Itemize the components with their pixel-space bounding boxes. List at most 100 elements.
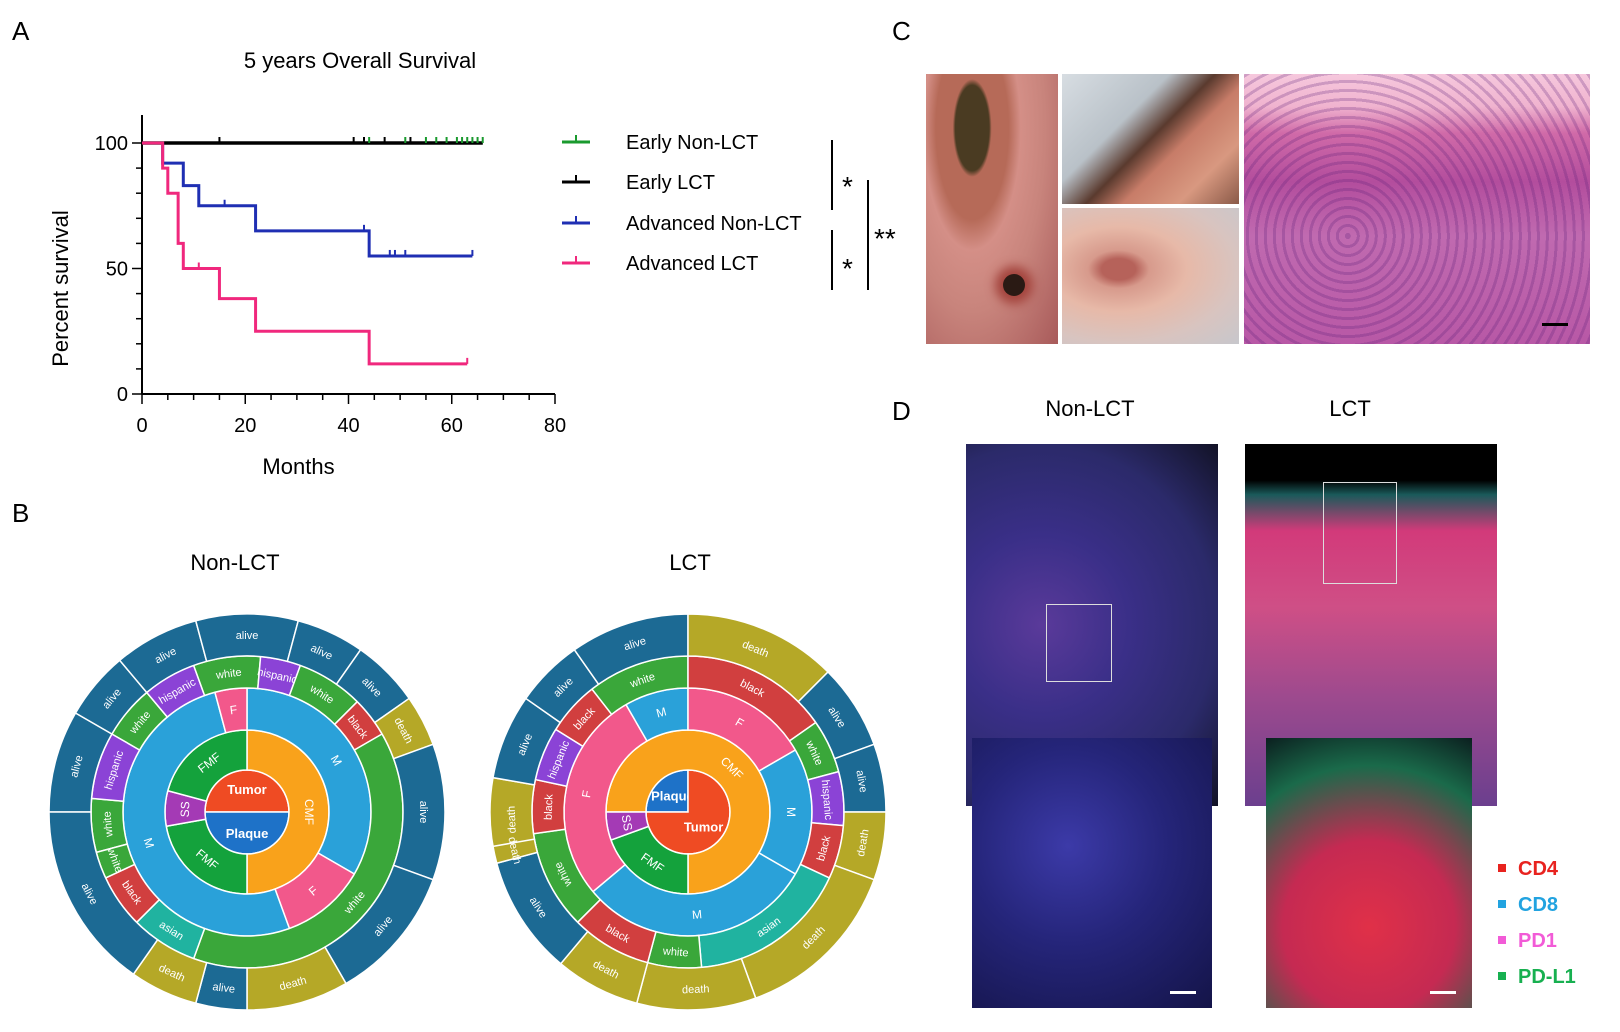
scale-bar [1170, 991, 1196, 994]
sig-star-2: * [842, 253, 853, 284]
x-tick-label: 0 [136, 415, 147, 437]
svg-text:death: death [506, 806, 519, 834]
svg-text:F: F [229, 702, 238, 717]
panel-label-c: C [892, 16, 911, 46]
sunburst-segment-alive: alive [286, 619, 362, 686]
svg-text:M: M [784, 807, 798, 817]
y-tick-label: 50 [106, 259, 128, 281]
if-left-title: Non-LCT [1045, 396, 1135, 421]
sunburst-segment-death: death [492, 836, 539, 865]
svg-text:alive: alive [853, 769, 869, 793]
zoom-box-non-lct [1046, 604, 1112, 682]
panel-label-b: B [12, 498, 30, 528]
if-non-lct-zoom [972, 738, 1212, 1008]
clinical-photo-foot [1062, 74, 1239, 204]
sunburst-segment-death: death [246, 946, 348, 1011]
legend-symbol [562, 256, 590, 265]
sunburst-segment-hispanic: hispanic [806, 770, 845, 827]
sig-star-3: ** [874, 223, 896, 254]
if-legend: CD4 CD8 PD1 PD-L1 [1498, 858, 1576, 988]
y-tick-label: 0 [117, 384, 128, 406]
x-axis-label: Months [262, 454, 334, 479]
svg-text:M: M [141, 836, 157, 850]
legend-cd4: CD4 [1518, 858, 1559, 880]
y-axis-label: Percent survival [48, 210, 73, 367]
legend-advanced-lct: Advanced LCT [626, 253, 759, 275]
sunburst-segment-hispanic: hispanic [256, 655, 302, 697]
svg-text:death: death [855, 828, 872, 857]
svg-text:M: M [691, 907, 702, 922]
sunburst-segment-death: death [635, 957, 757, 1011]
x-tick-label: 80 [544, 415, 566, 437]
survival-chart-title: 5 years Overall Survival [243, 48, 477, 73]
sunburst-right-title: LCT [669, 550, 711, 575]
survival-chart: 0 20 40 60 80 0 50 100 Months Percent survival [48, 115, 590, 479]
sunburst-segment-hispanic: hispanic [145, 664, 206, 719]
sunburst-segment-white: white [646, 930, 703, 969]
legend-swatch-cd4 [1498, 864, 1506, 872]
zoom-box-lct [1323, 482, 1397, 584]
svg-text:death: death [682, 983, 710, 996]
sunburst-segment-black: black [687, 655, 817, 742]
svg-text:alive: alive [212, 981, 236, 996]
sig-star-1: * [842, 171, 853, 202]
sunburst-segment-black: black [531, 778, 568, 835]
sunburst-lct: PlaqueTumorCMFFMFSSFMFMMwhiteblackhispan… [489, 613, 887, 1011]
svg-text:Plaque: Plaque [651, 788, 694, 803]
survival-curve-advanced-non-lct [142, 141, 473, 258]
svg-text:death: death [505, 836, 523, 865]
svg-text:alive: alive [417, 801, 429, 824]
if-lct-zoom [1266, 738, 1472, 1008]
svg-text:white: white [661, 945, 689, 959]
histology-image [1244, 74, 1590, 344]
y-tick-label: 100 [95, 133, 128, 155]
svg-text:white: white [214, 667, 242, 682]
svg-text:Tumor: Tumor [227, 782, 266, 797]
x-tick-label: 60 [441, 415, 463, 437]
sunburst-segment-death: death [833, 811, 887, 881]
legend-early-lct: Early LCT [626, 172, 715, 194]
if-right-title: LCT [1329, 396, 1371, 421]
svg-text:white: white [101, 811, 115, 839]
ulcer-spot [1002, 273, 1025, 296]
x-tick-label: 40 [337, 415, 359, 437]
sunburst-segment-white: white [90, 797, 129, 854]
clinical-photo-leg [926, 74, 1058, 344]
sunburst-segment-black: black [554, 688, 613, 748]
legend-swatch-pd1 [1498, 936, 1506, 944]
sunburst-left-title: Non-LCT [190, 550, 280, 575]
sunburst-segment-alive: alive [492, 697, 562, 786]
svg-text:F: F [579, 789, 594, 799]
svg-text:alive: alive [68, 754, 85, 779]
svg-text:CMF: CMF [302, 799, 316, 825]
legend-symbol [562, 216, 590, 225]
svg-text:Tumor: Tumor [684, 820, 723, 835]
legend-swatch-cd8 [1498, 900, 1506, 908]
sunburst-segment-fmf: FMF [165, 818, 248, 895]
sunburst-segment-alive: alive [194, 613, 300, 663]
legend-symbol [562, 175, 590, 184]
svg-text:M: M [655, 704, 668, 720]
legend-cd8: CD8 [1518, 894, 1558, 916]
panel-label-a: A [12, 16, 30, 46]
legend-advanced-non-lct: Advanced Non-LCT [626, 213, 802, 235]
legend-symbol [562, 135, 590, 144]
legend-early-non-lct: Early Non-LCT [626, 132, 759, 154]
legend-pd1: PD1 [1518, 930, 1557, 952]
scale-bar [1542, 323, 1568, 326]
svg-text:SS: SS [619, 814, 636, 832]
scale-bar [1430, 991, 1456, 994]
svg-text:hispanic: hispanic [819, 779, 835, 821]
clinical-photo-knee [1062, 208, 1239, 344]
svg-text:alive: alive [236, 630, 259, 642]
sunburst-segment-white: white [110, 691, 169, 752]
svg-text:black: black [543, 794, 556, 821]
sunburst-segment-alive: alive [48, 811, 159, 976]
sunburst-segment-black: black [333, 700, 384, 752]
sunburst-segment-alive: alive [524, 648, 600, 724]
panel-label-d: D [892, 396, 911, 426]
legend-swatch-pdl1 [1498, 972, 1506, 980]
svg-text:SS: SS [178, 801, 193, 818]
sunburst-segment-black: black [576, 898, 657, 964]
